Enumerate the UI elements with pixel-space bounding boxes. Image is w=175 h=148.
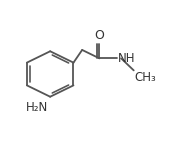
Text: H₂N: H₂N (26, 101, 48, 114)
Text: O: O (94, 29, 104, 42)
Text: CH₃: CH₃ (135, 71, 156, 84)
Text: NH: NH (118, 52, 135, 65)
